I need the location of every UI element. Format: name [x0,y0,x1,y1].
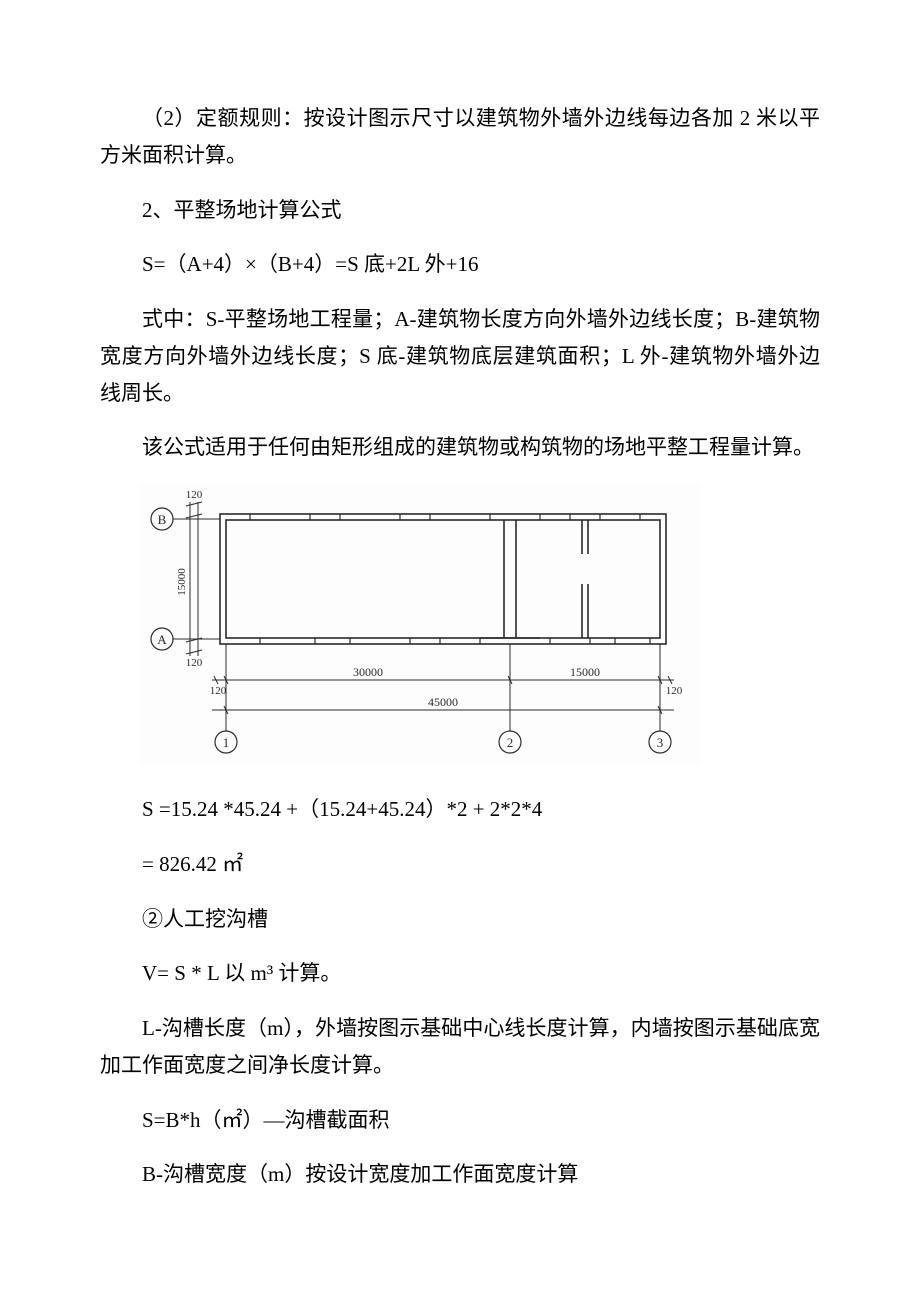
para-formula-v: V= S * L 以 m³ 计算。 [100,955,820,992]
grid-label-1: 1 [223,735,230,750]
grid-label-2: 2 [507,735,514,750]
floor-plan-diagram: B A 1 2 3 [140,484,820,769]
para-formula-explain: 式中：S-平整场地工程量；A-建筑物长度方向外墙外边线长度；B-建筑物宽度方向外… [100,301,820,411]
grid-label-B: B [158,512,167,527]
para-rule-2: （2）定额规则：按设计图示尺寸以建筑物外墙外边线每边各加 2 米以平方米面积计算… [100,100,820,174]
dim-bot-30000: 30000 [353,665,383,679]
para-formula-scope: 该公式适用于任何由矩形组成的建筑物或构筑物的场地平整工程量计算。 [100,429,820,466]
dim-top-120: 120 [186,489,203,501]
para-calc-s: S =15.24 *45.24 +（15.24+45.24）*2 + 2*2*4 [100,791,820,828]
para-heading-formula: 2、平整场地计算公式 [100,192,820,229]
dim-left-120-bot: 120 [186,657,203,669]
grid-label-3: 3 [657,735,664,750]
para-s-section: S=B*h（㎡）—沟槽截面积 [100,1102,820,1139]
dim-bot-15000: 15000 [570,665,600,679]
para-heading-trench: ②人工挖沟槽 [100,901,820,938]
dim-left-15000: 15000 [176,568,188,596]
para-b-width: B-沟槽宽度（m）按设计宽度加工作面宽度计算 [100,1156,820,1193]
para-l-explain: L-沟槽长度（m），外墙按图示基础中心线长度计算，内墙按图示基础底宽加工作面宽度… [100,1010,820,1084]
para-formula-s: S=（A+4）×（B+4）=S 底+2L 外+16 [100,246,820,283]
dim-bot-120l: 120 [210,685,227,697]
grid-label-A: A [157,632,167,647]
floor-plan-svg: B A 1 2 3 [140,484,700,764]
dim-bot-120r: 120 [666,685,683,697]
para-calc-result: = 826.42 ㎡ [100,846,820,883]
dim-bot-45000: 45000 [428,695,458,709]
